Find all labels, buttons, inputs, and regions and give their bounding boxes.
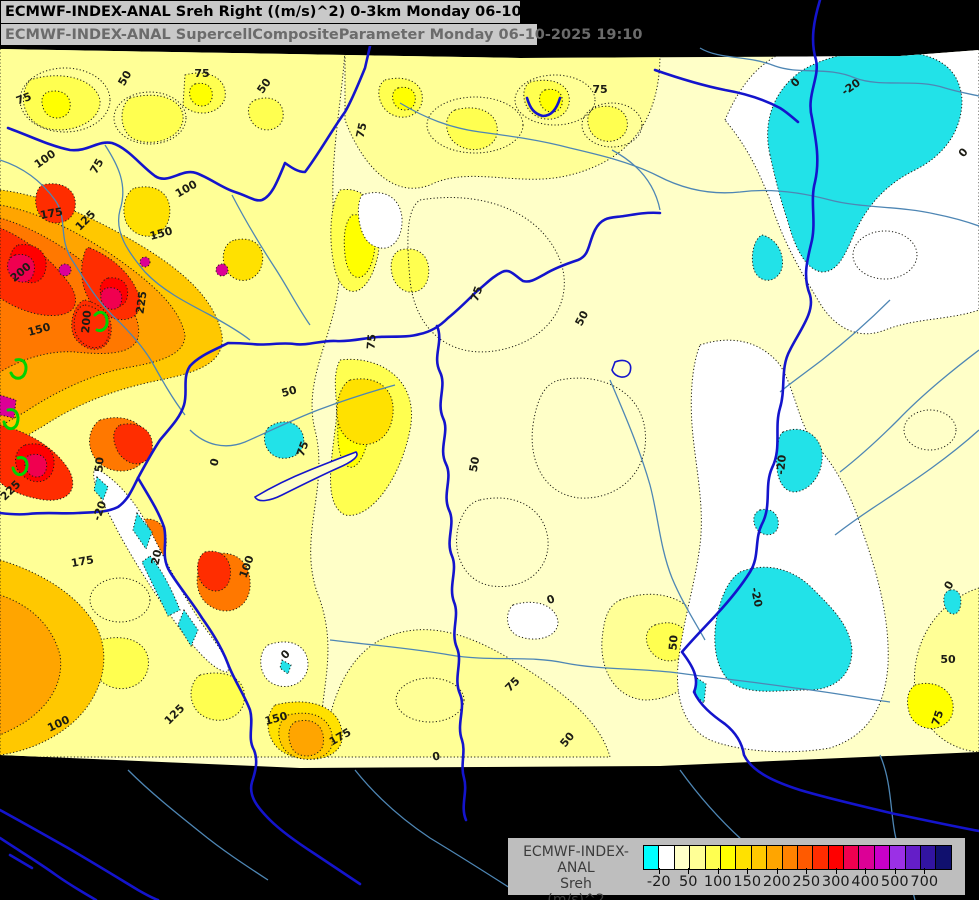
contour-value-label: -20 [774, 454, 789, 475]
contour-value-label: 0 [431, 749, 442, 763]
contour-value-label: 150 [263, 709, 289, 728]
legend-tick [776, 868, 778, 874]
legend-tick-label: 150 [733, 874, 762, 890]
contour-value-label: 20 [149, 548, 165, 566]
legend-cell [904, 845, 922, 870]
legend-cell [873, 845, 891, 870]
legend-cell [689, 845, 706, 870]
legend-cell [827, 845, 845, 870]
legend-tick [688, 868, 690, 874]
contour-value-label: 50 [573, 308, 592, 328]
legend-cell [935, 845, 952, 870]
legend-tick [806, 868, 808, 874]
legend-cell [735, 845, 752, 870]
contour-value-label: 75 [468, 284, 485, 303]
legend-parameter-name: Sreh [560, 876, 592, 892]
legend-cell [719, 845, 737, 870]
legend-cell [843, 845, 860, 870]
legend-tick [894, 868, 896, 874]
legend-cell [781, 845, 798, 870]
legend-tick-label: 700 [910, 874, 939, 890]
lake-balaton [253, 451, 358, 502]
contour-value-label: 75 [929, 709, 946, 728]
legend-cell [796, 845, 814, 870]
legend-tick [717, 868, 719, 874]
contour-value-label: 225 [133, 290, 149, 315]
contour-value-label: 50 [280, 383, 298, 400]
legend-tick-label: 200 [762, 874, 791, 890]
contour-value-label: 150 [26, 320, 52, 339]
legend-cell [704, 845, 721, 870]
contour-value-label: 175 [39, 205, 64, 222]
legend-tick [924, 868, 926, 874]
contour-value-label: 150 [148, 224, 174, 243]
contour-value-label: 50 [92, 456, 106, 473]
title-bar-primary: ECMWF-INDEX-ANAL Sreh Right ((m/s)^2) 0-… [0, 0, 619, 24]
title-primary-text: ECMWF-INDEX-ANAL Sreh Right ((m/s)^2) 0-… [5, 4, 620, 20]
lake-tisza [611, 359, 632, 378]
contour-value-label: 0 [207, 457, 221, 468]
legend-units: (m/s)^2 [547, 892, 605, 900]
legend-model-name: ECMWF-INDEX-ANAL [523, 844, 629, 876]
title-secondary-text: ECMWF-INDEX-ANAL SupercellCompositeParam… [5, 26, 643, 43]
legend-tick [865, 868, 867, 874]
legend-cell [858, 845, 875, 870]
legend-cell [750, 845, 768, 870]
contour-value-label: 175 [70, 553, 95, 570]
river-layer [0, 47, 979, 900]
contour-value-label: 75 [14, 90, 33, 107]
contour-value-label: 200 [79, 309, 94, 333]
legend-box: ECMWF-INDEX-ANAL Sreh (m/s)^2 -20 50 100 15… [508, 838, 965, 900]
legend-cell [889, 845, 906, 870]
contour-value-label: 75 [354, 121, 370, 139]
legend-color-cells [643, 845, 952, 870]
contour-value-label: 50 [467, 455, 483, 473]
legend-title-block: ECMWF-INDEX-ANAL Sreh (m/s)^2 [508, 838, 644, 900]
legend-cell [920, 845, 937, 870]
legend-tick-label: 300 [821, 874, 850, 890]
legend-tick-label: 250 [792, 874, 821, 890]
legend-cell [673, 845, 691, 870]
contour-value-label: 0 [545, 592, 557, 607]
legend-tick [835, 868, 837, 874]
contour-value-label: -20 [90, 499, 109, 522]
contour-field-layer [0, 49, 979, 768]
contour-value-label: 50 [666, 634, 680, 651]
legend-cell [658, 845, 675, 870]
legend-tick-label: 400 [851, 874, 880, 890]
title-bar-secondary: ECMWF-INDEX-ANAL SupercellCompositeParam… [0, 23, 642, 46]
lake-layer [253, 359, 632, 502]
legend-cell [766, 845, 783, 870]
contour-value-label: 50 [940, 653, 956, 666]
contour-value-label: 75 [194, 67, 209, 80]
legend-tick-label: -20 [646, 874, 671, 890]
contour-value-label: 75 [364, 334, 378, 350]
contour-value-label: -20 [748, 586, 765, 608]
legend-colorbar: -20 50 100 150 200 250 300 400 500 700 [643, 838, 965, 895]
legend-tick-label: 50 [679, 874, 698, 890]
legend-tick [658, 868, 660, 874]
scp-contour-layer [2, 310, 109, 477]
contour-value-label: 75 [294, 439, 311, 458]
legend-tick-label: 100 [703, 874, 732, 890]
legend-tick [747, 868, 749, 874]
legend-cell [812, 845, 829, 870]
legend-cell [643, 845, 660, 870]
legend-tick-label: 500 [880, 874, 909, 890]
contour-value-label: 75 [592, 83, 607, 96]
